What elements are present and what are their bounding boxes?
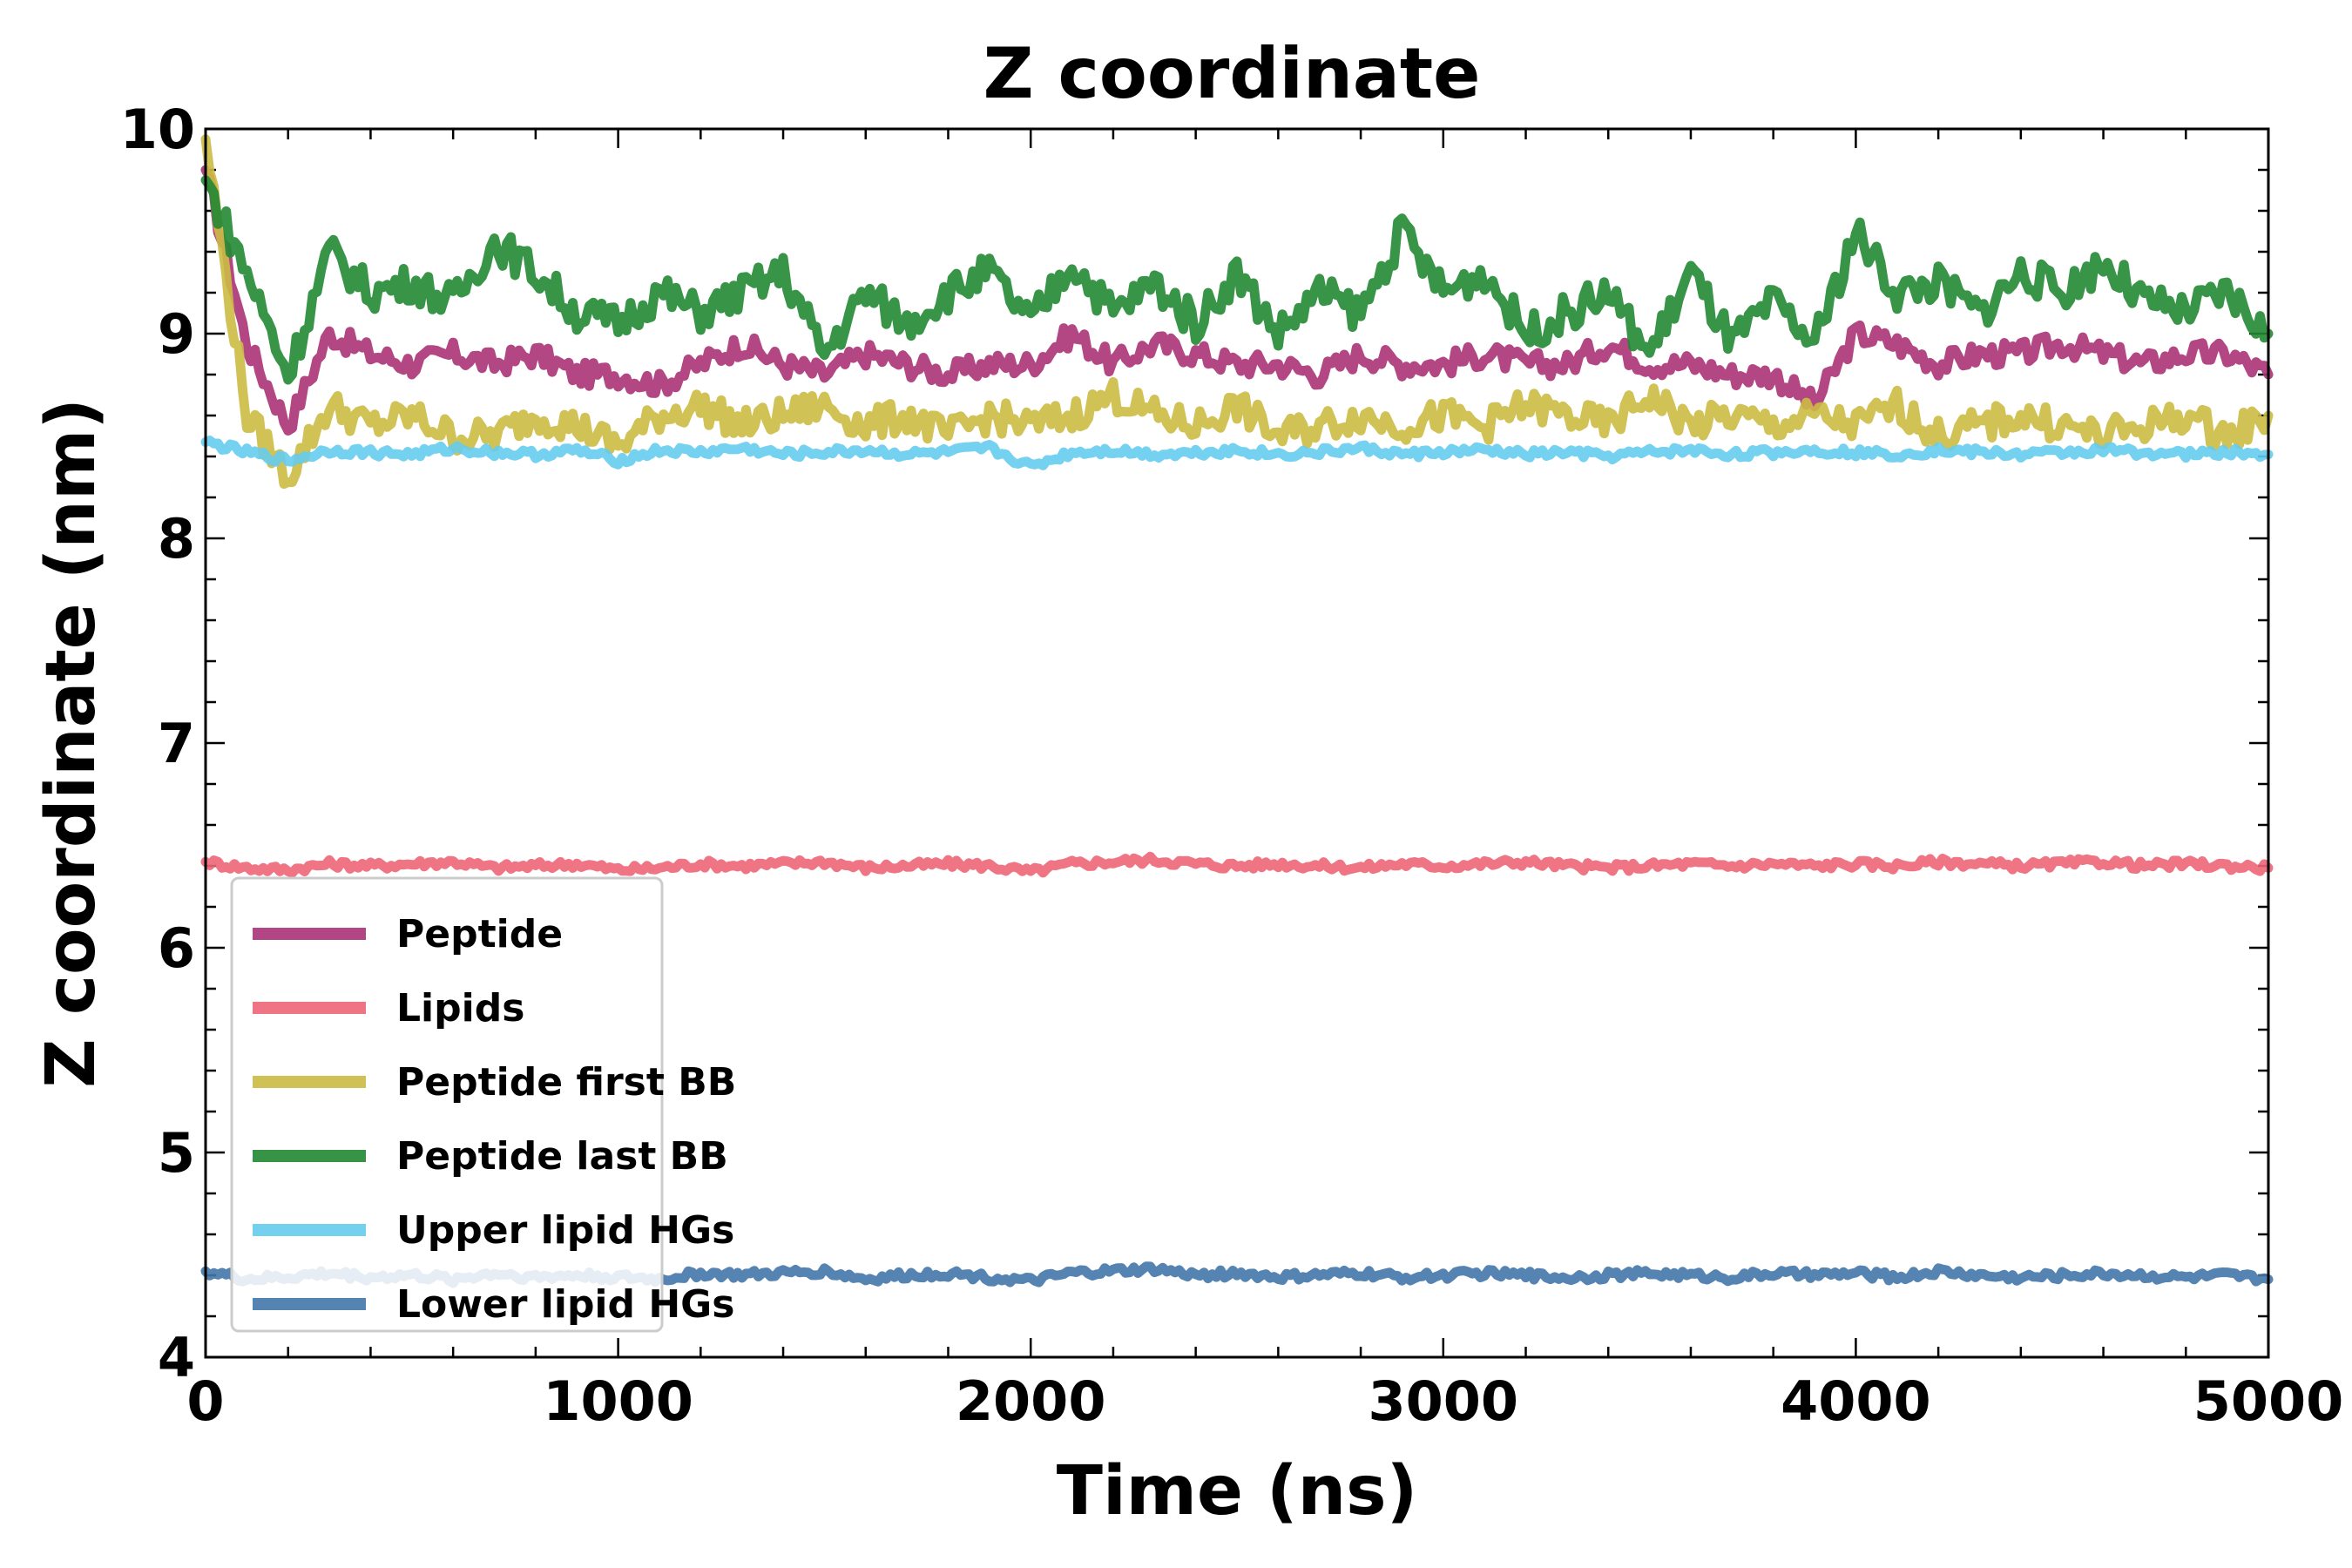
series-line-peptide (200, 165, 2274, 436)
x-tick-label: 5000 (2193, 1369, 2344, 1433)
legend-box (230, 876, 664, 1333)
y-tick-label: 8 (158, 507, 195, 571)
y-tick-label: 9 (158, 302, 195, 366)
series-line-peptide-first-bb (200, 134, 2274, 490)
x-tick-label: 2000 (956, 1369, 1106, 1433)
legend-label-peptide-first-bb: Peptide first BB (396, 1060, 736, 1105)
legend-label-peptide-last-bb: Peptide last BB (396, 1134, 728, 1179)
plot-frame (204, 127, 2270, 1359)
legend: Peptide Lipids Peptide first BB Peptide las… (230, 876, 736, 1333)
y-tick-label: 10 (120, 98, 195, 161)
x-axis-label: Time (ns) (1057, 1452, 1418, 1531)
y-tick-label: 6 (158, 916, 195, 980)
legend-label-lower-lipid-hgs: Lower lipid HGs (396, 1282, 734, 1327)
legend-label-peptide: Peptide (396, 912, 563, 956)
y-axis-label: Z coordinate (nm) (32, 398, 111, 1088)
series-line-lipids (200, 851, 2274, 878)
y-tick-labels: 4 5 6 7 8 9 10 (120, 98, 195, 1389)
y-tick-label: 7 (158, 712, 195, 775)
x-tick-label: 0 (186, 1369, 224, 1433)
legend-items: Peptide Lipids Peptide first BB Peptide las… (253, 912, 736, 1327)
chart-title: Z coordinate (983, 33, 1481, 114)
series-line-peptide-last-bb (200, 175, 2274, 385)
legend-label-lipids: Lipids (396, 986, 524, 1031)
series-line-upper-lipid-hgs (200, 436, 2274, 470)
legend-label-upper-lipid-hgs: Upper lipid HGs (396, 1208, 734, 1253)
x-tick-label: 4000 (1781, 1369, 1931, 1433)
y-tick-label: 4 (158, 1326, 195, 1389)
x-tick-label: 3000 (1369, 1369, 1519, 1433)
y-tick-label: 5 (158, 1121, 195, 1185)
x-tick-label: 1000 (543, 1369, 693, 1433)
x-tick-labels: 0 1000 2000 3000 4000 5000 (186, 1369, 2343, 1433)
